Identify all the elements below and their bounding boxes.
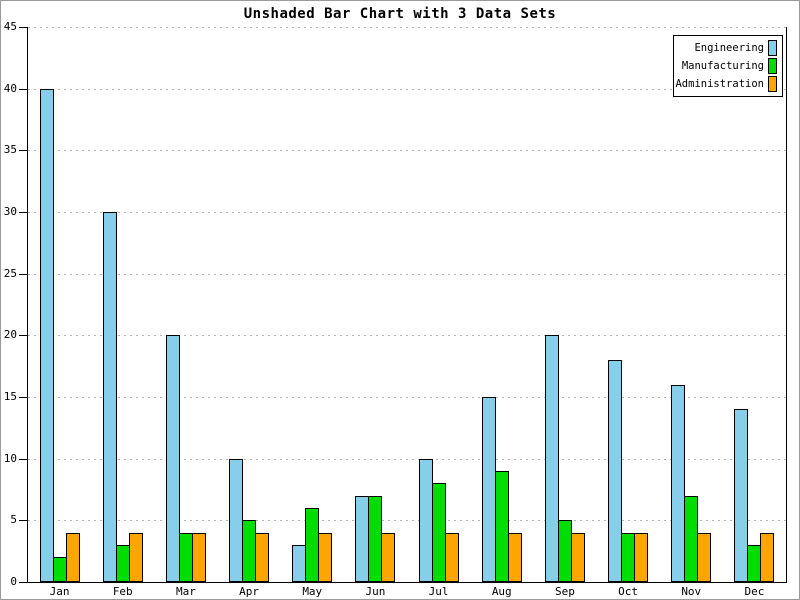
bar-administration-nov: [697, 533, 712, 582]
bar-manufacturing-jan: [52, 557, 67, 582]
bar-engineering-may: [292, 545, 307, 582]
gridline-y-10: [28, 458, 786, 460]
gridline-y-35: [28, 150, 786, 152]
bar-manufacturing-aug: [494, 471, 509, 582]
x-tick-label-may: May: [302, 585, 323, 598]
x-tick-label-mar: Mar: [175, 585, 196, 598]
y-tick-label-5: 5: [10, 513, 17, 527]
bar-administration-sep: [570, 533, 585, 582]
legend-label-manufacturing: Manufacturing: [681, 60, 764, 72]
bar-administration-apr: [255, 533, 270, 582]
bar-engineering-jul: [418, 459, 433, 582]
y-tick-0: [19, 582, 27, 583]
bar-administration-oct: [634, 533, 649, 582]
gridline-y-15: [28, 397, 786, 398]
y-tick-25: [19, 273, 27, 275]
bar-administration-feb: [128, 533, 143, 582]
y-tick-label-45: 45: [3, 20, 17, 33]
y-tick-20: [19, 335, 27, 337]
legend-item-administration: Administration: [675, 75, 777, 93]
y-tick-35: [19, 150, 27, 152]
y-tick-5: [19, 520, 27, 522]
x-tick-label-apr: Apr: [239, 585, 260, 598]
bar-administration-mar: [191, 533, 206, 582]
bar-engineering-aug: [481, 397, 496, 582]
bar-manufacturing-may: [305, 508, 320, 582]
plot-area: [27, 27, 787, 583]
bar-administration-may: [318, 533, 333, 582]
legend: Engineering Manufacturing Administration: [673, 35, 783, 97]
y-tick-label-30: 30: [3, 205, 17, 218]
bar-administration-aug: [507, 533, 522, 582]
legend-label-engineering: Engineering: [694, 42, 764, 54]
bar-manufacturing-sep: [557, 520, 572, 582]
bar-manufacturing-dec: [747, 545, 762, 582]
y-tick-label-10: 10: [3, 451, 17, 465]
x-tick-label-jun: Jun: [365, 585, 386, 598]
x-tick-label-sep: Sep: [554, 585, 575, 598]
legend-swatch-engineering: [768, 40, 777, 56]
bar-engineering-sep: [544, 335, 559, 582]
y-tick-10: [19, 458, 27, 460]
legend-swatch-administration: [768, 76, 777, 92]
y-tick-label-0: 0: [10, 575, 17, 588]
y-tick-label-40: 40: [3, 81, 17, 95]
x-tick-label-dec: Dec: [744, 585, 765, 598]
bar-administration-jan: [65, 533, 80, 582]
bar-engineering-oct: [608, 360, 623, 582]
x-tick-label-nov: Nov: [681, 585, 702, 598]
x-tick-label-jan: Jan: [49, 585, 70, 598]
bar-manufacturing-apr: [242, 520, 257, 582]
bar-manufacturing-mar: [178, 533, 193, 582]
bar-engineering-jun: [355, 496, 370, 582]
y-tick-45: [19, 27, 27, 28]
y-tick-15: [19, 397, 27, 398]
x-tick-label-oct: Oct: [618, 585, 639, 598]
x-tick-label-feb: Feb: [112, 585, 133, 598]
bar-manufacturing-jun: [368, 496, 383, 582]
gridline-y-30: [28, 212, 786, 213]
bar-manufacturing-oct: [621, 533, 636, 582]
y-tick-label-35: 35: [3, 143, 17, 157]
bar-engineering-jan: [39, 89, 54, 582]
gridline-y-5: [28, 520, 786, 522]
y-tick-40: [19, 88, 27, 90]
bar-administration-jul: [444, 533, 459, 582]
bar-engineering-nov: [671, 385, 686, 582]
x-tick-label-jul: Jul: [428, 585, 449, 598]
bar-engineering-apr: [229, 459, 244, 582]
legend-label-administration: Administration: [675, 78, 764, 90]
x-tick-label-aug: Aug: [491, 585, 512, 598]
bar-engineering-feb: [102, 212, 117, 582]
gridline-y-45: [28, 27, 786, 28]
chart-title: Unshaded Bar Chart with 3 Data Sets: [243, 6, 557, 22]
bar-engineering-mar: [165, 335, 180, 582]
legend-swatch-manufacturing: [768, 58, 777, 74]
y-tick-label-25: 25: [3, 266, 17, 280]
bar-manufacturing-feb: [115, 545, 130, 582]
gridline-y-20: [28, 335, 786, 337]
gridline-y-40: [28, 88, 786, 90]
gridline-y-25: [28, 273, 786, 275]
y-tick-30: [19, 212, 27, 213]
y-tick-label-15: 15: [3, 390, 17, 403]
legend-item-manufacturing: Manufacturing: [677, 57, 777, 75]
y-tick-label-20: 20: [3, 328, 17, 342]
bar-administration-dec: [760, 533, 775, 582]
bar-manufacturing-nov: [684, 496, 699, 582]
bar-administration-jun: [381, 533, 396, 582]
bar-manufacturing-jul: [431, 483, 446, 582]
bar-engineering-dec: [734, 409, 749, 582]
legend-item-engineering: Engineering: [677, 39, 777, 57]
